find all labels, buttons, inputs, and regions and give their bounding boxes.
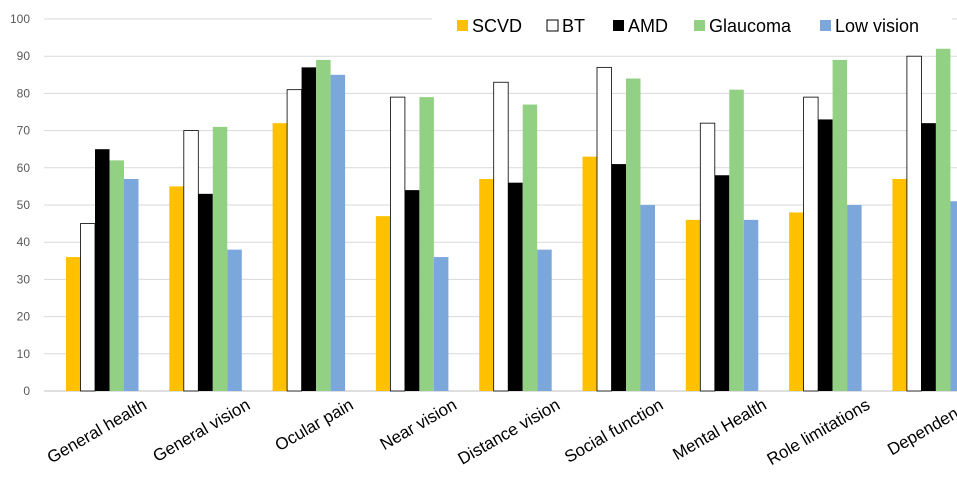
y-tick-label: 40 [17, 235, 31, 249]
bar [375, 216, 391, 391]
bar [404, 190, 420, 391]
bar [124, 178, 139, 391]
y-tick-label: 100 [10, 12, 30, 26]
x-category-label: Distance vision [455, 395, 564, 469]
bar [640, 205, 655, 391]
bar [596, 66, 612, 392]
x-category-label: General vision [150, 395, 254, 466]
bar [493, 81, 509, 392]
bar [80, 223, 96, 392]
bar [508, 182, 523, 391]
bar [906, 55, 922, 392]
bar [582, 156, 597, 391]
legend-label: Glaucoma [709, 16, 792, 36]
bar [743, 219, 759, 391]
legend-label: AMD [628, 16, 668, 36]
y-tick-label: 50 [17, 198, 31, 212]
bar [66, 257, 81, 391]
bar [626, 78, 641, 392]
legend-label: BT [562, 16, 585, 36]
bar [537, 249, 552, 391]
y-tick-label: 30 [17, 272, 31, 286]
bar [479, 178, 494, 391]
x-category-label: Ocular pain [272, 395, 357, 455]
bar [832, 59, 848, 392]
bar [109, 160, 124, 391]
legend-swatch [457, 20, 468, 31]
bar [95, 149, 110, 391]
x-category-label: Mental Health [669, 395, 769, 464]
x-category-label: Dependency [884, 395, 957, 459]
legend-swatch [613, 20, 624, 31]
legend-swatch [694, 20, 705, 31]
x-category-label: Social function [561, 395, 666, 467]
bar [419, 97, 434, 392]
legend-swatch [546, 19, 559, 32]
bar [522, 104, 538, 391]
bar [169, 186, 184, 391]
bar [301, 67, 317, 392]
bar [818, 119, 833, 391]
y-tick-label: 20 [17, 310, 31, 324]
legend-label: SCVD [472, 16, 522, 36]
y-tick-label: 60 [17, 161, 31, 175]
bar [433, 257, 449, 391]
legend: SCVD BT AMD Glaucoma Low vision [432, 8, 952, 46]
x-category-label: Near vision [377, 395, 460, 454]
y-tick-label: 0 [23, 384, 30, 398]
y-tick-label: 80 [17, 86, 31, 100]
y-tick-label: 90 [17, 49, 31, 63]
y-axis: 0 10 20 30 40 50 60 70 80 90 100 [10, 12, 30, 398]
bar [212, 126, 228, 391]
x-category-label: General health [44, 395, 150, 467]
bars [66, 48, 957, 392]
legend-swatch [820, 20, 831, 31]
bar [272, 123, 288, 391]
bar [316, 59, 331, 392]
bar [729, 89, 744, 392]
bar [611, 164, 626, 391]
legend-label: Low vision [835, 16, 919, 36]
bar [714, 175, 730, 391]
bar [950, 201, 957, 391]
bar [330, 74, 346, 392]
x-axis: General health General vision Ocular pain N… [44, 395, 957, 469]
bar [183, 130, 199, 392]
x-category-label: Role limitations [764, 395, 873, 469]
y-tick-label: 70 [17, 124, 31, 138]
bar [921, 123, 936, 391]
bar [847, 205, 862, 391]
bar [803, 96, 819, 392]
bar [286, 89, 303, 392]
bar [389, 96, 406, 392]
bar [935, 48, 951, 391]
legend-background [432, 8, 952, 46]
y-tick-label: 10 [17, 347, 31, 361]
bar [227, 249, 242, 391]
bar [198, 193, 213, 391]
bar [892, 178, 907, 391]
bar [699, 122, 716, 392]
bar [685, 219, 701, 391]
bar [789, 212, 804, 391]
